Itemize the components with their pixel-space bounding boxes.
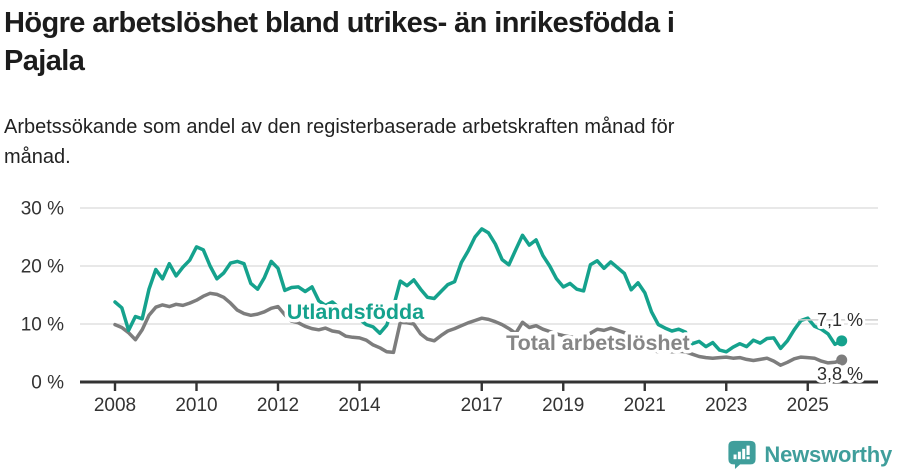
y-tick-label: 0 % [31, 373, 64, 394]
x-tick-label: 2019 [542, 395, 584, 416]
newsworthy-logo-icon [728, 440, 756, 470]
page-title-line1: Högre arbetslöshet bland utrikes- än inr… [4, 7, 675, 39]
page-title-line2: Pajala [4, 45, 85, 77]
brand-name: Newsworthy [764, 441, 892, 467]
x-tick-label: 2021 [624, 395, 666, 416]
end-dot-total-arbetsloshet [836, 354, 848, 366]
series-line-total-arbetsloshet [113, 291, 844, 367]
x-tick-label: 2025 [787, 395, 829, 416]
series-line-utlandsfodda [113, 227, 844, 354]
series-label: Total arbetslöshet [506, 331, 690, 355]
end-value-label-utlandsfodda: 7,1 % [817, 310, 863, 330]
chart-subtitle-line1: Arbetssökande som andel av den registerb… [4, 116, 675, 138]
x-tick-label: 2012 [257, 395, 299, 416]
x-tick-label: 2010 [175, 395, 217, 416]
end-dot-utlandsfodda [836, 335, 848, 347]
page-title: Högre arbetslöshet bland utrikes- än inr… [4, 4, 675, 80]
x-tick-label: 2014 [338, 395, 381, 416]
y-tick-label: 30 % [21, 199, 64, 220]
y-tick-label: 10 % [21, 315, 64, 336]
x-tick-label: 2023 [705, 395, 747, 416]
end-value-label-total-arbetsloshet: 3,8 % [817, 364, 863, 384]
y-tick-label: 20 % [21, 257, 64, 278]
chart-subtitle: Arbetssökande som andel av den registerb… [4, 112, 674, 172]
x-tick-label: 2017 [461, 395, 503, 416]
series-label: Utlandsfödda [287, 300, 425, 324]
x-tick-label: 2008 [94, 395, 136, 416]
newsworthy-brand-link[interactable]: Newsworthy [727, 439, 892, 470]
chart-subtitle-line2: månad. [4, 146, 71, 168]
